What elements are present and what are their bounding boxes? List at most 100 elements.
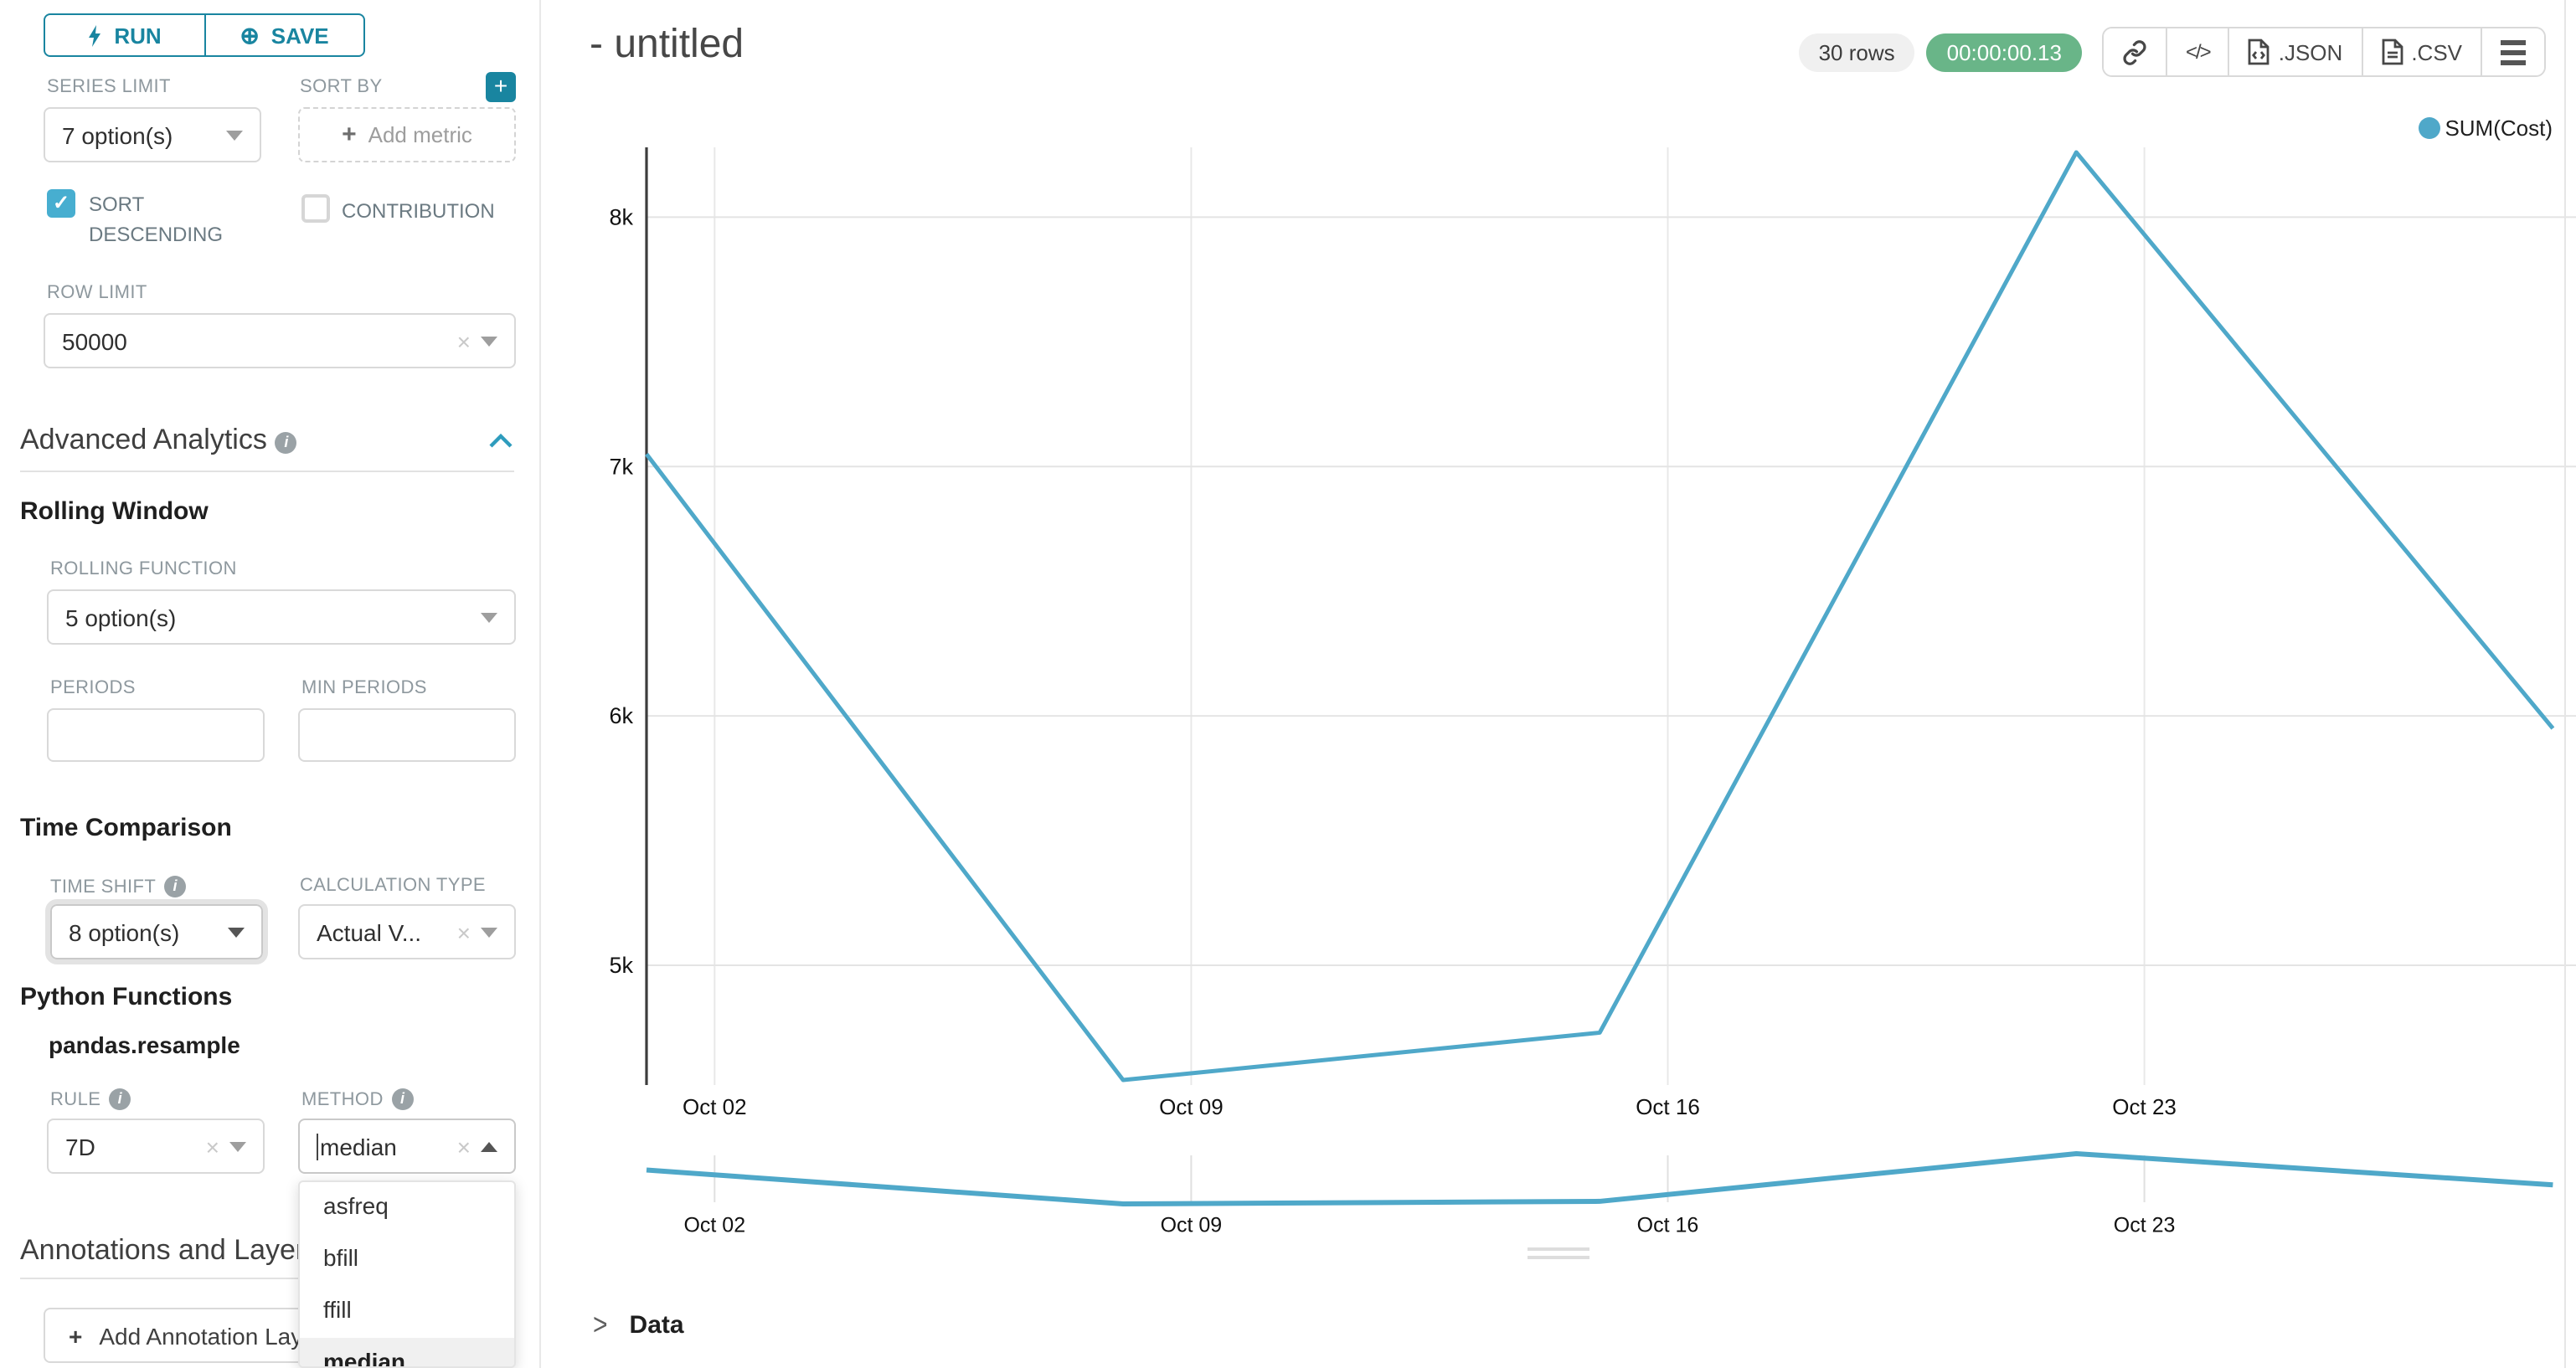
row-limit-value: 50000 — [62, 327, 127, 354]
min-periods-label: MIN PERIODS — [301, 678, 427, 698]
text-cursor — [317, 1133, 318, 1160]
hamburger-icon — [2501, 39, 2526, 64]
clear-icon[interactable]: × — [456, 1133, 471, 1160]
clear-icon[interactable]: × — [456, 918, 471, 945]
info-icon: i — [109, 1088, 131, 1110]
method-option-bfill[interactable]: bfill — [323, 1244, 359, 1271]
svg-text:Oct 16: Oct 16 — [1636, 1094, 1700, 1119]
query-timer-badge: 00:00:00.13 — [1926, 33, 2082, 71]
svg-text:8k: 8k — [609, 204, 633, 229]
export-csv-button[interactable]: .CSV — [2361, 28, 2481, 75]
run-button[interactable]: RUN — [45, 15, 204, 55]
pandas-resample-header: pandas.resample — [49, 1031, 240, 1058]
collapse-chevron-up-icon[interactable] — [489, 434, 513, 449]
method-option-ffill[interactable]: ffill — [323, 1296, 352, 1323]
rule-select[interactable]: 7D × — [47, 1119, 265, 1174]
annotations-layers-header: Annotations and Layers — [20, 1234, 320, 1266]
sort-descending-checkbox[interactable]: ✓ — [47, 189, 75, 218]
chevron-right-icon: > — [593, 1308, 608, 1343]
control-panel-sidebar: RUN ⊕ SAVE SERIES LIMIT 7 option(s) SORT… — [0, 0, 541, 1368]
clear-icon[interactable]: × — [456, 327, 471, 354]
share-link-button[interactable] — [2104, 28, 2166, 75]
panel-resize-handle[interactable] — [1528, 1247, 1589, 1261]
file-lines-icon — [2381, 39, 2403, 65]
rolling-window-header: Rolling Window — [20, 497, 209, 526]
chevron-down-icon — [481, 927, 497, 937]
plus-icon: + — [342, 121, 357, 149]
method-option-median[interactable]: median — [300, 1338, 514, 1366]
run-button-label: RUN — [114, 23, 162, 48]
series-limit-select[interactable]: 7 option(s) — [44, 107, 261, 162]
svg-text:Oct 09: Oct 09 — [1159, 1094, 1224, 1119]
export-button-group: </> .JSON .CSV — [2102, 27, 2546, 77]
rolling-function-label: ROLLING FUNCTION — [50, 559, 237, 579]
chevron-down-icon — [481, 336, 497, 346]
row-limit-label: ROW LIMIT — [47, 283, 147, 303]
header-badges: 30 rows 00:00:00.13 </> .JSON .CSV — [1798, 27, 2546, 77]
chart-title[interactable]: - untitled — [590, 22, 744, 67]
method-option-asfreq[interactable]: asfreq — [323, 1192, 389, 1219]
export-json-button[interactable]: .JSON — [2228, 28, 2362, 75]
rule-value: 7D — [65, 1133, 95, 1160]
min-periods-input[interactable] — [298, 708, 516, 762]
link-icon — [2123, 39, 2146, 64]
save-button[interactable]: ⊕ SAVE — [204, 15, 363, 55]
svg-text:Oct 02: Oct 02 — [683, 1094, 747, 1119]
sort-descending-label: SORT DESCENDING — [89, 193, 224, 246]
contribution-label: CONTRIBUTION — [342, 199, 495, 223]
sort-by-label: SORT BY — [300, 77, 383, 97]
periods-input[interactable] — [47, 708, 265, 762]
bolt-icon — [87, 24, 102, 46]
svg-text:5k: 5k — [609, 953, 633, 978]
scrollbar-track[interactable] — [2564, 0, 2566, 1368]
legend-series-label: SUM(Cost) — [2445, 116, 2553, 141]
add-metric-button[interactable]: + Add metric — [298, 107, 516, 162]
calculation-type-label: CALCULATION TYPE — [300, 876, 486, 896]
chart-legend[interactable]: SUM(Cost) — [2418, 116, 2553, 141]
method-options-dropdown: asfreq bfill ffill median — [298, 1180, 516, 1368]
method-value: median — [317, 1133, 447, 1160]
advanced-analytics-header[interactable]: Advanced Analytics i — [20, 424, 297, 457]
line-chart[interactable]: Oct 02 Oct 09 Oct 16 Oct 23 8k 7k 6k 5k Oct 02 Oc… — [541, 0, 2576, 1368]
svg-text:Oct 02: Oct 02 — [683, 1214, 745, 1237]
chart-menu-button[interactable] — [2481, 28, 2544, 75]
series-limit-value: 7 option(s) — [62, 121, 173, 148]
run-save-button-group: RUN ⊕ SAVE — [44, 13, 365, 57]
method-combobox[interactable]: median × — [298, 1119, 516, 1174]
svg-text:6k: 6k — [609, 703, 633, 728]
clear-icon[interactable]: × — [205, 1133, 219, 1160]
chevron-down-icon — [228, 927, 245, 937]
rolling-function-select[interactable]: 5 option(s) — [47, 589, 516, 645]
svg-text:Oct 16: Oct 16 — [1637, 1214, 1699, 1237]
time-shift-select[interactable]: 8 option(s) — [45, 899, 268, 964]
python-functions-header: Python Functions — [20, 983, 233, 1011]
time-comparison-header: Time Comparison — [20, 814, 232, 842]
data-panel-toggle[interactable]: > Data — [593, 1308, 684, 1343]
chevron-down-icon — [226, 130, 243, 140]
chevron-down-icon — [229, 1141, 246, 1151]
svg-text:Oct 23: Oct 23 — [2112, 1094, 2177, 1119]
view-query-button[interactable]: </> — [2166, 28, 2228, 75]
row-limit-select[interactable]: 50000 × — [44, 313, 516, 368]
calculation-type-select[interactable]: Actual V... × — [298, 904, 516, 959]
contribution-checkbox[interactable] — [301, 194, 330, 223]
save-button-label: SAVE — [270, 23, 329, 48]
row-count-badge: 30 rows — [1798, 33, 1915, 71]
series-limit-label: SERIES LIMIT — [47, 77, 171, 97]
series-dot-icon — [2418, 117, 2440, 139]
time-shift-label: TIME SHIFT i — [50, 876, 187, 897]
rolling-function-value: 5 option(s) — [65, 604, 177, 630]
add-annotation-layer-label: Add Annotation Layer — [99, 1322, 324, 1349]
chevron-up-icon — [481, 1141, 497, 1151]
chart-panel: - untitled 30 rows 00:00:00.13 </> .JSON… — [541, 0, 2576, 1368]
plus-icon: + — [69, 1322, 83, 1349]
calculation-type-value: Actual V... — [317, 918, 422, 945]
periods-label: PERIODS — [50, 678, 136, 698]
time-shift-value: 8 option(s) — [69, 918, 180, 945]
chevron-down-icon — [481, 612, 497, 622]
add-sort-by-button[interactable]: + — [486, 72, 516, 102]
info-icon: i — [391, 1088, 414, 1110]
code-icon: </> — [2186, 40, 2212, 64]
file-code-icon — [2249, 39, 2270, 65]
